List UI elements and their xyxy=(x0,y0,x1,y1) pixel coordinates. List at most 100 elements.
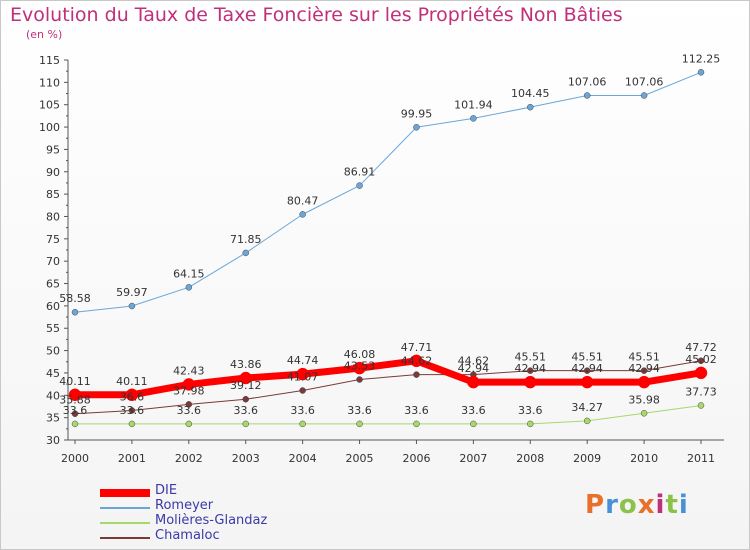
x-tick-label: 2005 xyxy=(346,452,374,465)
data-point xyxy=(242,420,249,428)
legend-item: Chamaloc xyxy=(100,528,350,545)
data-point xyxy=(242,395,249,403)
data-point xyxy=(356,376,363,383)
data-label: 64.15 xyxy=(173,267,205,280)
data-label: 107.06 xyxy=(568,75,607,88)
y-tick-label: 75 xyxy=(46,233,60,246)
data-label: 101.94 xyxy=(454,98,493,111)
data-label: 33.6 xyxy=(177,404,202,417)
data-label: 99.95 xyxy=(401,107,433,120)
data-label: 36.6 xyxy=(120,390,145,403)
series-line-Molières-Glandaz xyxy=(75,404,702,425)
y-tick-label: 30 xyxy=(46,434,60,447)
data-label: 33.6 xyxy=(347,404,372,417)
data-label: 112.25 xyxy=(682,52,721,65)
data-label: 43.53 xyxy=(344,360,376,373)
legend-label: Romeyer xyxy=(155,498,214,513)
legend-swatch xyxy=(100,507,150,509)
y-tick-label: 70 xyxy=(46,255,60,268)
data-point xyxy=(470,420,477,428)
data-point xyxy=(697,402,705,409)
proxiti-logo: Proxiti xyxy=(585,490,689,520)
data-point xyxy=(296,367,309,381)
data-label: 33.6 xyxy=(120,404,145,417)
data-label: 40.11 xyxy=(116,375,148,388)
data-point xyxy=(640,92,648,99)
data-point xyxy=(580,375,594,389)
y-tick-label: 50 xyxy=(46,345,60,358)
y-tick-label: 40 xyxy=(46,389,60,402)
data-label: 34.27 xyxy=(571,401,603,414)
series-line-Chamaloc xyxy=(74,360,702,415)
x-tick-label: 2011 xyxy=(687,452,715,465)
series-line-DIE xyxy=(75,357,702,399)
y-tick-label: 95 xyxy=(46,143,60,156)
x-tick-label: 2006 xyxy=(402,452,430,465)
data-point xyxy=(185,420,193,428)
data-point xyxy=(239,371,252,385)
x-tick-label: 2001 xyxy=(118,452,146,465)
x-tick-label: 2004 xyxy=(289,452,317,465)
data-label: 42.43 xyxy=(173,364,205,377)
data-point xyxy=(71,420,79,428)
logo-letter: i xyxy=(655,490,666,520)
y-tick-label: 110 xyxy=(39,76,60,89)
logo-letter: P xyxy=(585,490,606,520)
data-point xyxy=(467,375,480,389)
data-point xyxy=(128,302,136,310)
y-tick-label: 35 xyxy=(46,412,60,425)
legend-swatch xyxy=(100,522,150,524)
data-point xyxy=(410,354,423,368)
data-point xyxy=(583,417,591,425)
y-tick-label: 100 xyxy=(39,121,60,134)
x-tick-label: 2003 xyxy=(232,452,260,465)
data-label: 43.86 xyxy=(230,358,262,371)
data-label: 41.07 xyxy=(287,371,319,384)
data-point xyxy=(413,371,420,378)
data-point xyxy=(356,182,363,189)
legend-swatch xyxy=(100,537,150,539)
data-label: 80.47 xyxy=(287,194,319,207)
data-point xyxy=(299,211,306,218)
x-tick-label: 2007 xyxy=(459,452,487,465)
data-point xyxy=(299,420,306,428)
y-tick-label: 105 xyxy=(39,99,60,112)
data-point xyxy=(71,410,79,417)
y-tick-label: 85 xyxy=(46,188,60,201)
data-label: 37.98 xyxy=(173,384,205,397)
data-label: 86.91 xyxy=(344,166,376,179)
data-point xyxy=(68,388,82,402)
data-label: 104.45 xyxy=(511,87,550,100)
data-label: 35.98 xyxy=(628,393,660,406)
data-point xyxy=(527,367,534,374)
data-label: 37.73 xyxy=(685,385,717,398)
data-point xyxy=(71,308,79,316)
legend-swatch xyxy=(100,489,150,497)
data-label: 33.6 xyxy=(233,404,258,417)
y-tick-label: 45 xyxy=(46,367,60,380)
chart-title: Evolution du Taux de Taxe Foncière sur l… xyxy=(10,4,623,26)
data-label: 44.62 xyxy=(401,355,433,368)
y-tick-label: 55 xyxy=(46,322,60,335)
data-point xyxy=(637,375,651,389)
logo-letter: o xyxy=(618,490,638,520)
legend-label: DIE xyxy=(155,483,178,498)
data-label: 33.6 xyxy=(461,404,486,417)
x-tick-label: 2008 xyxy=(516,452,544,465)
data-point xyxy=(527,103,534,111)
data-point xyxy=(470,115,477,122)
x-tick-label: 2010 xyxy=(630,452,658,465)
data-label: 107.06 xyxy=(625,75,664,88)
data-label: 42.94 xyxy=(458,362,490,375)
data-label: 45.02 xyxy=(685,353,717,366)
data-point xyxy=(697,69,705,76)
data-label: 33.6 xyxy=(290,404,315,417)
y-tick-label: 115 xyxy=(39,54,60,67)
legend-item: DIE xyxy=(100,483,350,500)
data-point xyxy=(128,407,136,414)
data-label: 45.51 xyxy=(515,351,547,364)
data-label: 47.72 xyxy=(685,341,717,354)
data-point xyxy=(128,420,136,428)
data-label: 40.11 xyxy=(59,375,91,388)
